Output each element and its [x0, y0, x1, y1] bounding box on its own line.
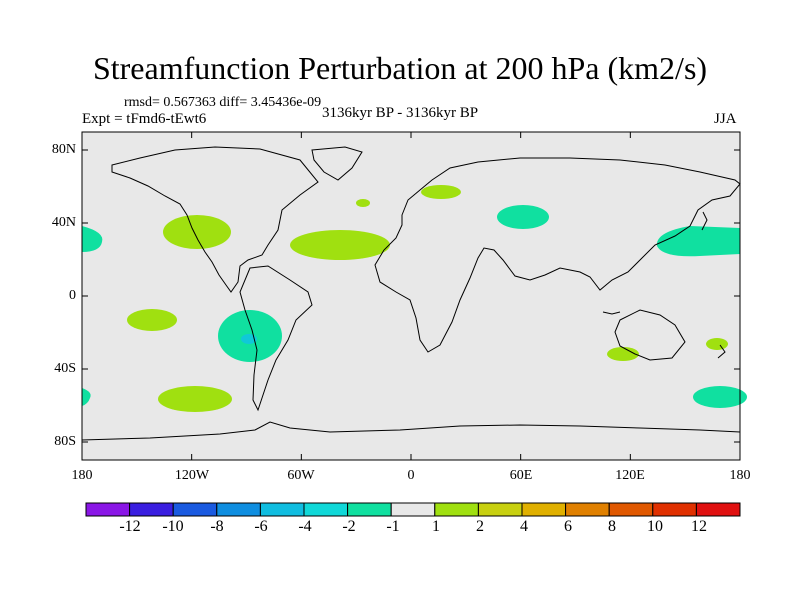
colorbar-swatch [390, 502, 436, 517]
axis-ticks [81, 132, 741, 460]
colorbar-swatch [259, 502, 305, 517]
anomaly-patch [656, 226, 740, 257]
colorbar-swatch [521, 502, 567, 517]
period-label: 3136kyr BP - 3136kyr BP [321, 105, 479, 121]
colorbar-label: -6 [254, 518, 268, 535]
colorbar-label: 1 [432, 518, 440, 535]
lon-tick-label: 60E [509, 468, 533, 483]
anomaly-patch [497, 205, 549, 229]
anomaly-patch [290, 230, 390, 260]
colorbar-label: 10 [647, 518, 663, 535]
colorbar-label: 2 [476, 518, 484, 535]
island-coast [701, 211, 708, 231]
anomaly-core [241, 334, 257, 344]
lat-tick-label: 40S [54, 361, 76, 376]
antarctica-coast [81, 421, 741, 441]
anomaly-patch [421, 185, 461, 199]
colorbar-label: 6 [564, 518, 572, 535]
lon-tick-label: 120E [615, 468, 645, 483]
lon-tick-label: 60W [287, 468, 315, 483]
colorbar-swatch [652, 502, 697, 517]
lat-tick-label: 80N [51, 142, 76, 157]
colorbar-label: -4 [298, 518, 312, 535]
eurasia-africa-coast [374, 157, 741, 353]
colorbar-label: 8 [608, 518, 616, 535]
lon-tick-label: 180 [71, 468, 93, 483]
island-coast [602, 311, 621, 315]
colorbar-label: -8 [210, 518, 224, 535]
greenland-coast [311, 146, 363, 181]
colorbar-label: -1 [386, 518, 400, 535]
lon-tick-label: 0 [407, 468, 415, 483]
anomaly-patch [82, 226, 103, 252]
anomaly-patch [127, 309, 177, 331]
colorbar-label: -12 [119, 518, 141, 535]
colorbar-swatch [172, 502, 218, 517]
anomaly-patch [82, 388, 91, 406]
anomaly-patch [693, 386, 747, 408]
anomaly-patch [356, 199, 370, 207]
anomaly-patch [706, 338, 728, 350]
colorbar-label: -10 [162, 518, 184, 535]
lon-tick-label: 180 [729, 468, 751, 483]
chart-title: Streamfunction Perturbation at 200 hPa (… [92, 50, 708, 86]
colorbar-swatch [695, 502, 741, 517]
colorbar-label: 4 [520, 518, 528, 535]
colorbar-swatch [216, 502, 261, 517]
coastlines [81, 146, 741, 441]
anomaly-patch [163, 215, 231, 249]
australia-coast [614, 309, 686, 361]
season-label: JJA [714, 111, 737, 127]
colorbar-label: -2 [342, 518, 356, 535]
lat-tick-label: 80S [54, 434, 76, 449]
colorbar [85, 502, 741, 517]
south-america-coast [239, 265, 313, 412]
experiment-label: Expt = tFmd6-tEwt6 [82, 111, 207, 127]
colorbar-swatch [85, 502, 131, 517]
lat-tick-label: 0 [69, 288, 76, 303]
colorbar-swatch [434, 502, 479, 517]
colorbar-swatch [303, 502, 349, 517]
anomaly-patch [607, 347, 639, 361]
colorbar-swatch [477, 502, 523, 517]
lon-tick-label: 120W [174, 468, 210, 483]
colorbar-label: 12 [691, 518, 707, 535]
colorbar-swatch [565, 502, 610, 517]
positive-anomalies [127, 185, 728, 412]
colorbar-swatch [608, 502, 654, 517]
colorbar-swatch [129, 502, 174, 517]
north-america-coast [111, 146, 319, 293]
stats-label: rmsd= 0.567363 diff= 3.45436e-09 [124, 95, 322, 110]
lat-tick-label: 40N [51, 215, 76, 230]
island-coast [717, 344, 726, 359]
anomaly-patch [158, 386, 232, 412]
colorbar-swatch [347, 502, 392, 517]
